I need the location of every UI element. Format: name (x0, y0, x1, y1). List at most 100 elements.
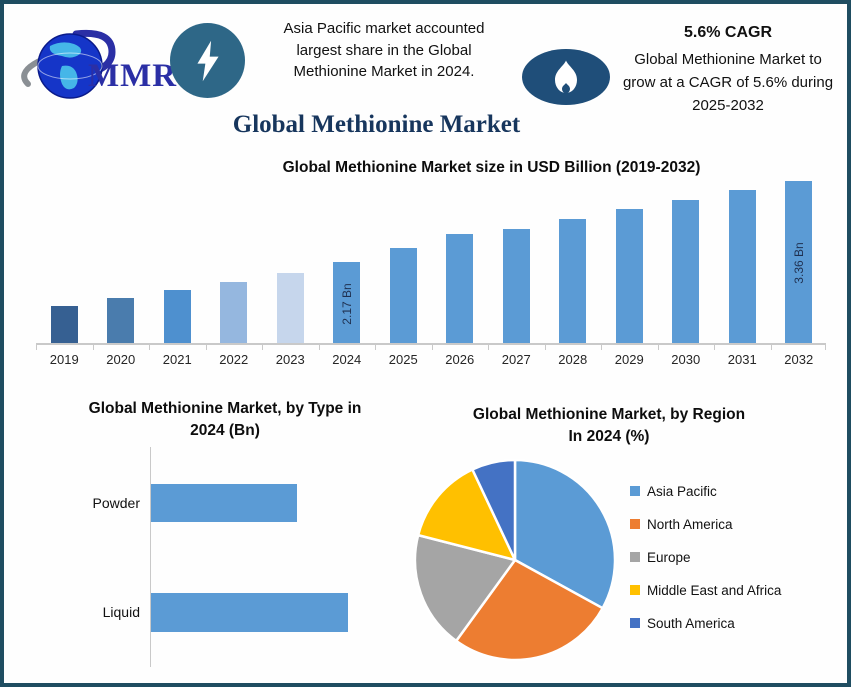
flame-icon (555, 60, 577, 94)
bar-2019 (50, 306, 78, 343)
market-size-bar-chart: 2.17 Bn 3.36 Bn (36, 180, 826, 350)
legend-label: North America (647, 516, 733, 532)
bar-value-label-2032: 3.36 Bn (791, 242, 806, 284)
year-label-2028: 2028 (558, 352, 588, 367)
bar-2024 (333, 262, 361, 343)
year-label-2019: 2019 (49, 352, 79, 367)
bar-2030 (672, 200, 700, 343)
year-label-2029: 2029 (614, 352, 644, 367)
axis-tick (544, 345, 546, 350)
bar-chart-title: Global Methionine Market size in USD Bil… (282, 159, 701, 176)
bar-2020 (107, 298, 135, 343)
flame-badge (522, 49, 610, 105)
axis-tick (318, 345, 320, 350)
axis-tick (488, 345, 489, 350)
bar-2031 (728, 190, 756, 343)
cagr-text-line: grow at a CAGR of 5.6% during (622, 74, 834, 91)
bar-2025 (389, 248, 417, 343)
x-axis-year-labels: 2019 2020 2021 2022 2023 2024 2025 2026 2027 2028… (36, 352, 826, 370)
year-label-2027: 2027 (501, 352, 531, 367)
axis-tick (92, 345, 94, 350)
axis-tick (714, 345, 715, 350)
axis-tick (657, 345, 659, 350)
type-chart-title-line: 2024 (Bn) (190, 422, 260, 439)
legend-label: Middle East and Africa (647, 582, 782, 598)
year-label-2021: 2021 (162, 352, 192, 367)
type-chart-title-line: Global Methionine Market, by Type in (88, 400, 362, 417)
globe-icon (21, 29, 116, 99)
region-pie-chart (413, 458, 617, 662)
year-label-2026: 2026 (445, 352, 475, 367)
legend-item-middle-east-and-africa: Middle East and Africa (630, 582, 781, 598)
axis-tick (262, 345, 263, 350)
pie-slice-asia-pacific (513, 458, 617, 610)
bar-2028 (559, 219, 587, 343)
pie-chart-title-line: Global Methionine Market, by Region (472, 406, 746, 423)
globe-grid (37, 52, 103, 80)
year-label-2020: 2020 (106, 352, 136, 367)
cagr-text-line: 2025-2032 (692, 97, 764, 114)
legend-marker (630, 486, 640, 496)
year-label-2024: 2024 (332, 352, 362, 367)
mmr-logo: MMR (16, 12, 251, 107)
bar-2021 (163, 290, 191, 343)
axis-tick (375, 345, 376, 350)
pie-legend: Asia Pacific North America Europe Middle Ea… (630, 483, 781, 648)
cagr-headline: 5.6% CAGR (683, 24, 773, 41)
legend-marker (630, 519, 640, 529)
legend-item-asia-pacific: Asia Pacific (630, 483, 781, 499)
axis-tick (36, 345, 37, 350)
year-label-2023: 2023 (275, 352, 305, 367)
lightning-icon (196, 40, 219, 81)
axis-tick (205, 345, 207, 350)
legend-marker (630, 552, 640, 562)
pie-chart-title-line: In 2024 (%) (568, 428, 650, 445)
page-title: Global Methionine Market (232, 111, 521, 138)
header-note-line: Asia Pacific market accounted (283, 20, 485, 37)
type-chart-title: Global Methionine Market, by Type in 202… (39, 398, 411, 442)
legend-marker (630, 585, 640, 595)
axis-tick (149, 345, 150, 350)
legend-item-europe: Europe (630, 549, 781, 565)
type-bar-liquid (151, 593, 348, 632)
header-note-line: Methionine Market in 2024. (293, 63, 475, 80)
year-label-2031: 2031 (727, 352, 757, 367)
legend-item-south-america: South America (630, 615, 781, 631)
pie-slice-south-america (471, 458, 517, 562)
cagr-text: Global Methionine Market to grow at a CA… (604, 48, 847, 117)
year-label-2032: 2032 (784, 352, 814, 367)
axis-tick (431, 345, 433, 350)
pie-chart-title: Global Methionine Market, by Region In 2… (449, 404, 769, 448)
year-label-2030: 2030 (671, 352, 701, 367)
lightning-badge (170, 23, 245, 98)
bar-2032 (785, 181, 813, 343)
legend-item-north-america: North America (630, 516, 781, 532)
type-chart-axis (150, 447, 151, 667)
legend-label: Europe (647, 549, 691, 565)
axis-tick (770, 345, 772, 350)
axis-tick (825, 345, 826, 350)
bar-2029 (615, 209, 643, 343)
pie-slice-middle-east-and-africa (416, 468, 517, 562)
year-label-2022: 2022 (219, 352, 249, 367)
pie-slice-north-america (454, 558, 604, 662)
header-note-line: largest share in the Global (296, 41, 472, 59)
legend-marker (630, 618, 640, 628)
cagr-block: 5.6% CAGR Global Methionine Market to gr… (604, 24, 847, 117)
pie-slice-europe (413, 533, 517, 643)
axis-tick (601, 345, 602, 350)
header-note: Asia Pacific market accounted largest sh… (260, 18, 508, 83)
legend-label: Asia Pacific (647, 483, 717, 499)
cagr-text-line: Global Methionine Market to (634, 51, 822, 68)
bar-value-label-2024: 2.17 Bn (339, 282, 354, 325)
legend-label: South America (647, 615, 735, 631)
type-label-powder: Powder (92, 495, 140, 511)
mmr-logo-text: MMR (88, 58, 178, 94)
bar-2023 (276, 273, 304, 343)
globe-land-south (60, 65, 78, 90)
type-label-liquid: Liquid (102, 604, 140, 620)
bar-2026 (446, 234, 474, 343)
bar-2027 (502, 229, 530, 343)
year-label-2025: 2025 (388, 352, 418, 367)
